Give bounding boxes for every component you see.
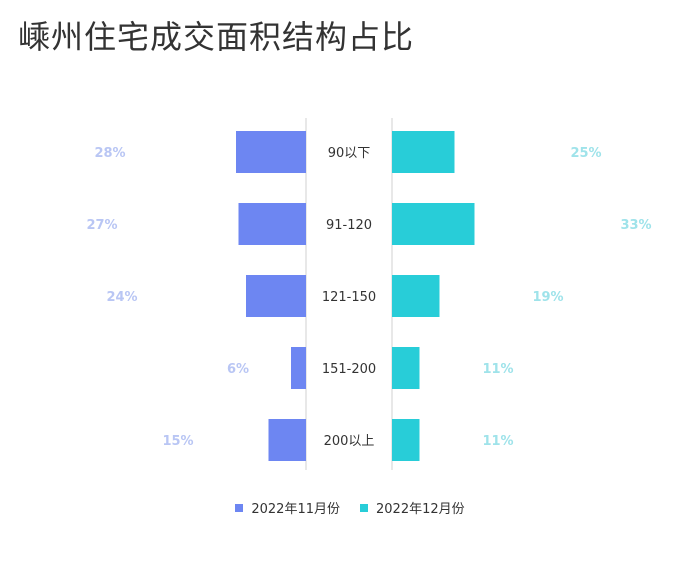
legend: 2022年11月份 2022年12月份 [0, 498, 700, 517]
chart-title: 嵊州住宅成交面积结构占比 [18, 18, 415, 56]
legend-item-dec[interactable]: 2022年12月份 [360, 498, 465, 517]
bar-dec-4 [392, 419, 420, 461]
bar-dec-1 [392, 203, 475, 245]
legend-label-nov: 2022年11月份 [251, 502, 340, 517]
category-label-4: 200以上 [324, 434, 375, 449]
data-label-dec-1: 33% [620, 218, 651, 233]
legend-label-dec: 2022年12月份 [376, 502, 465, 517]
bar-dec-0 [392, 131, 455, 173]
data-label-dec-2: 19% [532, 290, 563, 305]
bar-nov-3 [291, 347, 306, 389]
bar-nov-1 [238, 203, 306, 245]
data-label-dec-3: 11% [482, 362, 513, 377]
bar-nov-0 [236, 131, 306, 173]
legend-swatch-dec [360, 503, 368, 512]
data-label-nov-3: 6% [227, 362, 249, 377]
category-label-1: 91-120 [326, 218, 372, 233]
data-label-nov-2: 24% [106, 290, 137, 305]
category-label-2: 121-150 [322, 290, 376, 305]
legend-swatch-nov [235, 503, 244, 512]
bar-nov-2 [246, 275, 306, 317]
data-label-dec-0: 25% [570, 146, 601, 161]
data-label-nov-1: 27% [86, 218, 117, 233]
legend-item-nov[interactable]: 2022年11月份 [235, 498, 340, 517]
data-label-nov-4: 15% [162, 434, 193, 449]
bar-nov-4 [268, 419, 306, 461]
data-label-dec-4: 11% [482, 434, 513, 449]
data-label-nov-0: 28% [94, 146, 125, 161]
bar-dec-3 [392, 347, 420, 389]
category-label-0: 90以下 [328, 146, 371, 161]
bar-dec-2 [392, 275, 440, 317]
category-label-3: 151-200 [322, 362, 376, 377]
